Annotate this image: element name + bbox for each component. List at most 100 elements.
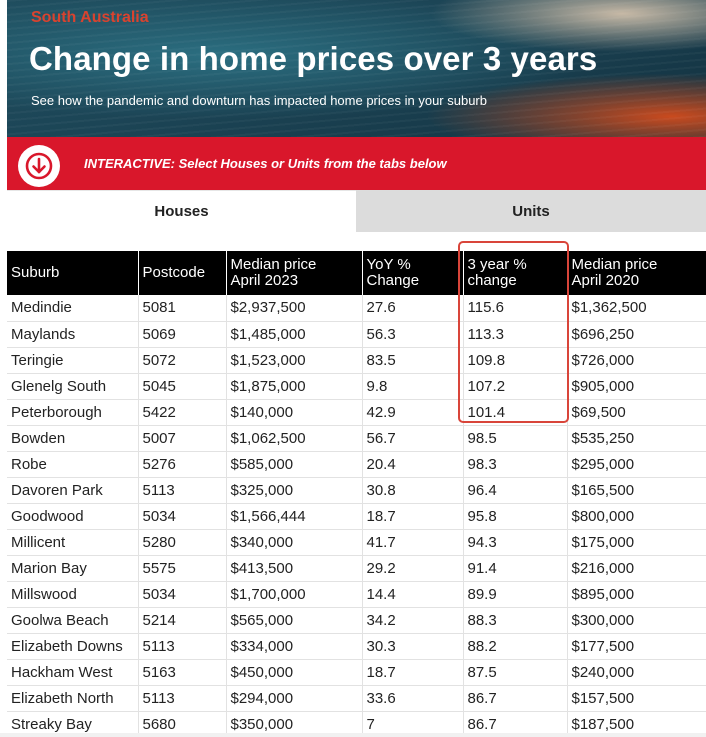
yoy-change-cell: 29.2 [362,555,464,582]
three-year-change-cell: 98.5 [463,425,568,452]
column-header-postcode[interactable]: Postcode [138,251,227,295]
postcode-cell: 5422 [138,399,227,426]
median-2023-cell: $565,000 [226,607,363,634]
three-year-change-cell: 96.4 [463,477,568,504]
table-row: Peterborough 5422 $140,000 42.9 101.4 $69,500 [7,399,706,426]
suburb-cell: Millswood [7,581,139,608]
median-2023-cell: $1,566,444 [226,503,363,530]
median-2020-cell: $295,000 [567,451,706,478]
yoy-change-cell: 56.3 [362,321,464,348]
yoy-change-cell: 20.4 [362,451,464,478]
yoy-change-cell: 42.9 [362,399,464,426]
median-2023-cell: $334,000 [226,633,363,660]
interactive-banner: INTERACTIVE: Select Houses or Units from… [7,137,706,190]
three-year-change-cell: 86.7 [463,685,568,712]
property-type-tabs: Houses Units [7,190,706,232]
column-header-yoy-change[interactable]: YoY % Change [362,251,464,295]
median-2023-cell: $1,700,000 [226,581,363,608]
region-label: South Australia [31,9,149,26]
banner-text: INTERACTIVE: Select Houses or Units from… [84,156,447,171]
median-2023-cell: $325,000 [226,477,363,504]
table-row: Elizabeth North 5113 $294,000 33.6 86.7 $157,… [7,685,706,712]
median-2020-cell: $726,000 [567,347,706,374]
column-header-suburb[interactable]: Suburb [7,251,139,295]
column-header-median-2020[interactable]: Median price April 2020 [567,251,706,295]
suburb-cell: Goodwood [7,503,139,530]
yoy-change-cell: 18.7 [362,503,464,530]
postcode-cell: 5072 [138,347,227,374]
suburb-cell: Davoren Park [7,477,139,504]
table-row: Davoren Park 5113 $325,000 30.8 96.4 $165,500 [7,477,706,504]
table-row: Goolwa Beach 5214 $565,000 34.2 88.3 $300,000 [7,607,706,634]
hero-banner: South Australia Change in home prices ov… [7,0,706,137]
price-table: Suburb Postcode Median price April 2023 Y… [7,251,706,737]
page-title: Change in home prices over 3 years [29,40,598,77]
table-row: Elizabeth Downs 5113 $334,000 30.3 88.2 $177,… [7,633,706,660]
arrow-down-circle-icon [18,145,60,187]
yoy-change-cell: 34.2 [362,607,464,634]
suburb-cell: Millicent [7,529,139,556]
postcode-cell: 5680 [138,711,227,737]
postcode-cell: 5007 [138,425,227,452]
three-year-change-cell: 95.8 [463,503,568,530]
postcode-cell: 5034 [138,503,227,530]
postcode-cell: 5575 [138,555,227,582]
table-row: Teringie 5072 $1,523,000 83.5 109.8 $726,000 [7,347,706,374]
median-2020-cell: $240,000 [567,659,706,686]
suburb-cell: Glenelg South [7,373,139,400]
median-2023-cell: $1,062,500 [226,425,363,452]
postcode-cell: 5214 [138,607,227,634]
three-year-change-cell: 88.2 [463,633,568,660]
median-2020-cell: $1,362,500 [567,295,706,322]
median-2020-cell: $905,000 [567,373,706,400]
three-year-change-cell: 89.9 [463,581,568,608]
column-header-3yr-change[interactable]: 3 year % change [463,251,568,295]
table-row: Marion Bay 5575 $413,500 29.2 91.4 $216,000 [7,555,706,582]
table-row: Maylands 5069 $1,485,000 56.3 113.3 $696,250 [7,321,706,348]
tab-houses[interactable]: Houses [7,190,356,232]
bottom-edge [0,733,706,737]
yoy-change-cell: 33.6 [362,685,464,712]
suburb-cell: Bowden [7,425,139,452]
yoy-change-cell: 27.6 [362,295,464,322]
median-2020-cell: $535,250 [567,425,706,452]
suburb-cell: Streaky Bay [7,711,139,737]
three-year-change-cell: 88.3 [463,607,568,634]
yoy-change-cell: 14.4 [362,581,464,608]
three-year-change-cell: 107.2 [463,373,568,400]
column-header-median-2023[interactable]: Median price April 2023 [226,251,363,295]
yoy-change-cell: 56.7 [362,425,464,452]
table-row: Millswood 5034 $1,700,000 14.4 89.9 $895,000 [7,581,706,608]
table-row: Robe 5276 $585,000 20.4 98.3 $295,000 [7,451,706,478]
postcode-cell: 5276 [138,451,227,478]
median-2020-cell: $177,500 [567,633,706,660]
postcode-cell: 5113 [138,477,227,504]
three-year-change-cell: 109.8 [463,347,568,374]
postcode-cell: 5113 [138,633,227,660]
table-row: Medindie 5081 $2,937,500 27.6 115.6 $1,362,50… [7,295,706,322]
three-year-change-cell: 91.4 [463,555,568,582]
three-year-change-cell: 98.3 [463,451,568,478]
suburb-cell: Elizabeth North [7,685,139,712]
median-2023-cell: $1,485,000 [226,321,363,348]
tab-units[interactable]: Units [356,190,706,232]
table-row: Glenelg South 5045 $1,875,000 9.8 107.2 $905,… [7,373,706,400]
median-2023-cell: $340,000 [226,529,363,556]
median-2020-cell: $165,500 [567,477,706,504]
table-row: Millicent 5280 $340,000 41.7 94.3 $175,000 [7,529,706,556]
yoy-change-cell: 30.3 [362,633,464,660]
median-2020-cell: $216,000 [567,555,706,582]
table-header-row: Suburb Postcode Median price April 2023 Y… [7,251,706,295]
three-year-change-cell: 101.4 [463,399,568,426]
median-2020-cell: $157,500 [567,685,706,712]
median-2020-cell: $696,250 [567,321,706,348]
median-2020-cell: $800,000 [567,503,706,530]
page-subtitle: See how the pandemic and downturn has im… [31,93,487,108]
yoy-change-cell: 18.7 [362,659,464,686]
three-year-change-cell: 115.6 [463,295,568,322]
median-2023-cell: $2,937,500 [226,295,363,322]
median-2020-cell: $175,000 [567,529,706,556]
postcode-cell: 5069 [138,321,227,348]
yoy-change-cell: 9.8 [362,373,464,400]
table-row: Goodwood 5034 $1,566,444 18.7 95.8 $800,000 [7,503,706,530]
